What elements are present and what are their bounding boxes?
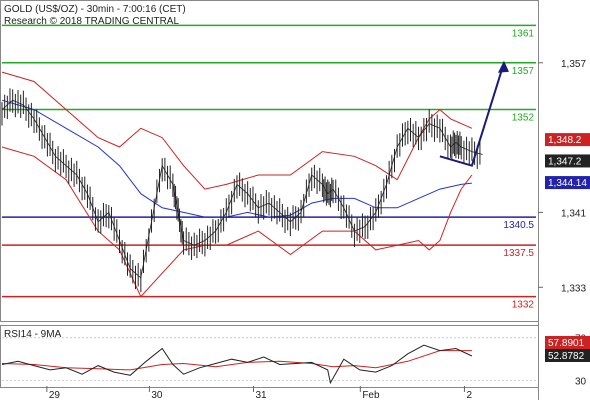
bollinger-lower-line [1, 146, 473, 298]
price-tag-bg [545, 154, 590, 168]
x-tick-label: 29 [49, 390, 61, 400]
level-label-1337.5: 1337.5 [503, 248, 534, 259]
x-tick-label: Feb [362, 390, 380, 400]
level-label-1357: 1357 [512, 66, 535, 77]
rsi-tag-bg [545, 336, 590, 349]
level-label-1332: 1332 [512, 300, 535, 311]
price-tag-bg [545, 133, 590, 147]
forecast-arrow-head [497, 60, 509, 73]
x-tick-label: 30 [151, 390, 163, 400]
level-label-1340.5: 1340.5 [503, 220, 534, 231]
bollinger-upper-line [1, 71, 473, 190]
level-label-1361: 1361 [512, 28, 535, 39]
chart-header-line2: Research © 2018 TRADING CENTRAL [4, 16, 179, 27]
rsi-panel-frame [0, 325, 539, 388]
price-tag-label: 1,347.2 [548, 156, 582, 167]
price-tag-label: 1,344.14 [548, 178, 587, 189]
price-ytick-label: 1,341 [561, 208, 586, 219]
rsi-panel-title: RSI14 - 9MA [4, 329, 62, 340]
rsi-tag-label: 52.8782 [548, 351, 585, 362]
rsi-line [1, 344, 473, 385]
price-ytick-label: 1,357 [561, 59, 586, 70]
rsi-tag-bg [545, 349, 590, 362]
level-label-1352: 1352 [512, 113, 535, 124]
x-tick-label: 31 [256, 390, 268, 400]
price-ytick-label: 1,333 [561, 283, 586, 294]
chart-header-line1: GOLD (US$/OZ) - 30min - 7:00:16 (CET) [4, 4, 186, 15]
forecast-arrow-line [439, 62, 505, 167]
rsi-tag-label: 57.8901 [548, 338, 585, 349]
price-panel-frame [0, 0, 539, 322]
rsi-ytick-label: 30 [575, 377, 587, 388]
price-tag-bg [545, 176, 590, 190]
x-tick-label: 2 [466, 390, 472, 400]
price-tag-label: 1,348.2 [548, 135, 582, 146]
price-line [1, 99, 483, 279]
